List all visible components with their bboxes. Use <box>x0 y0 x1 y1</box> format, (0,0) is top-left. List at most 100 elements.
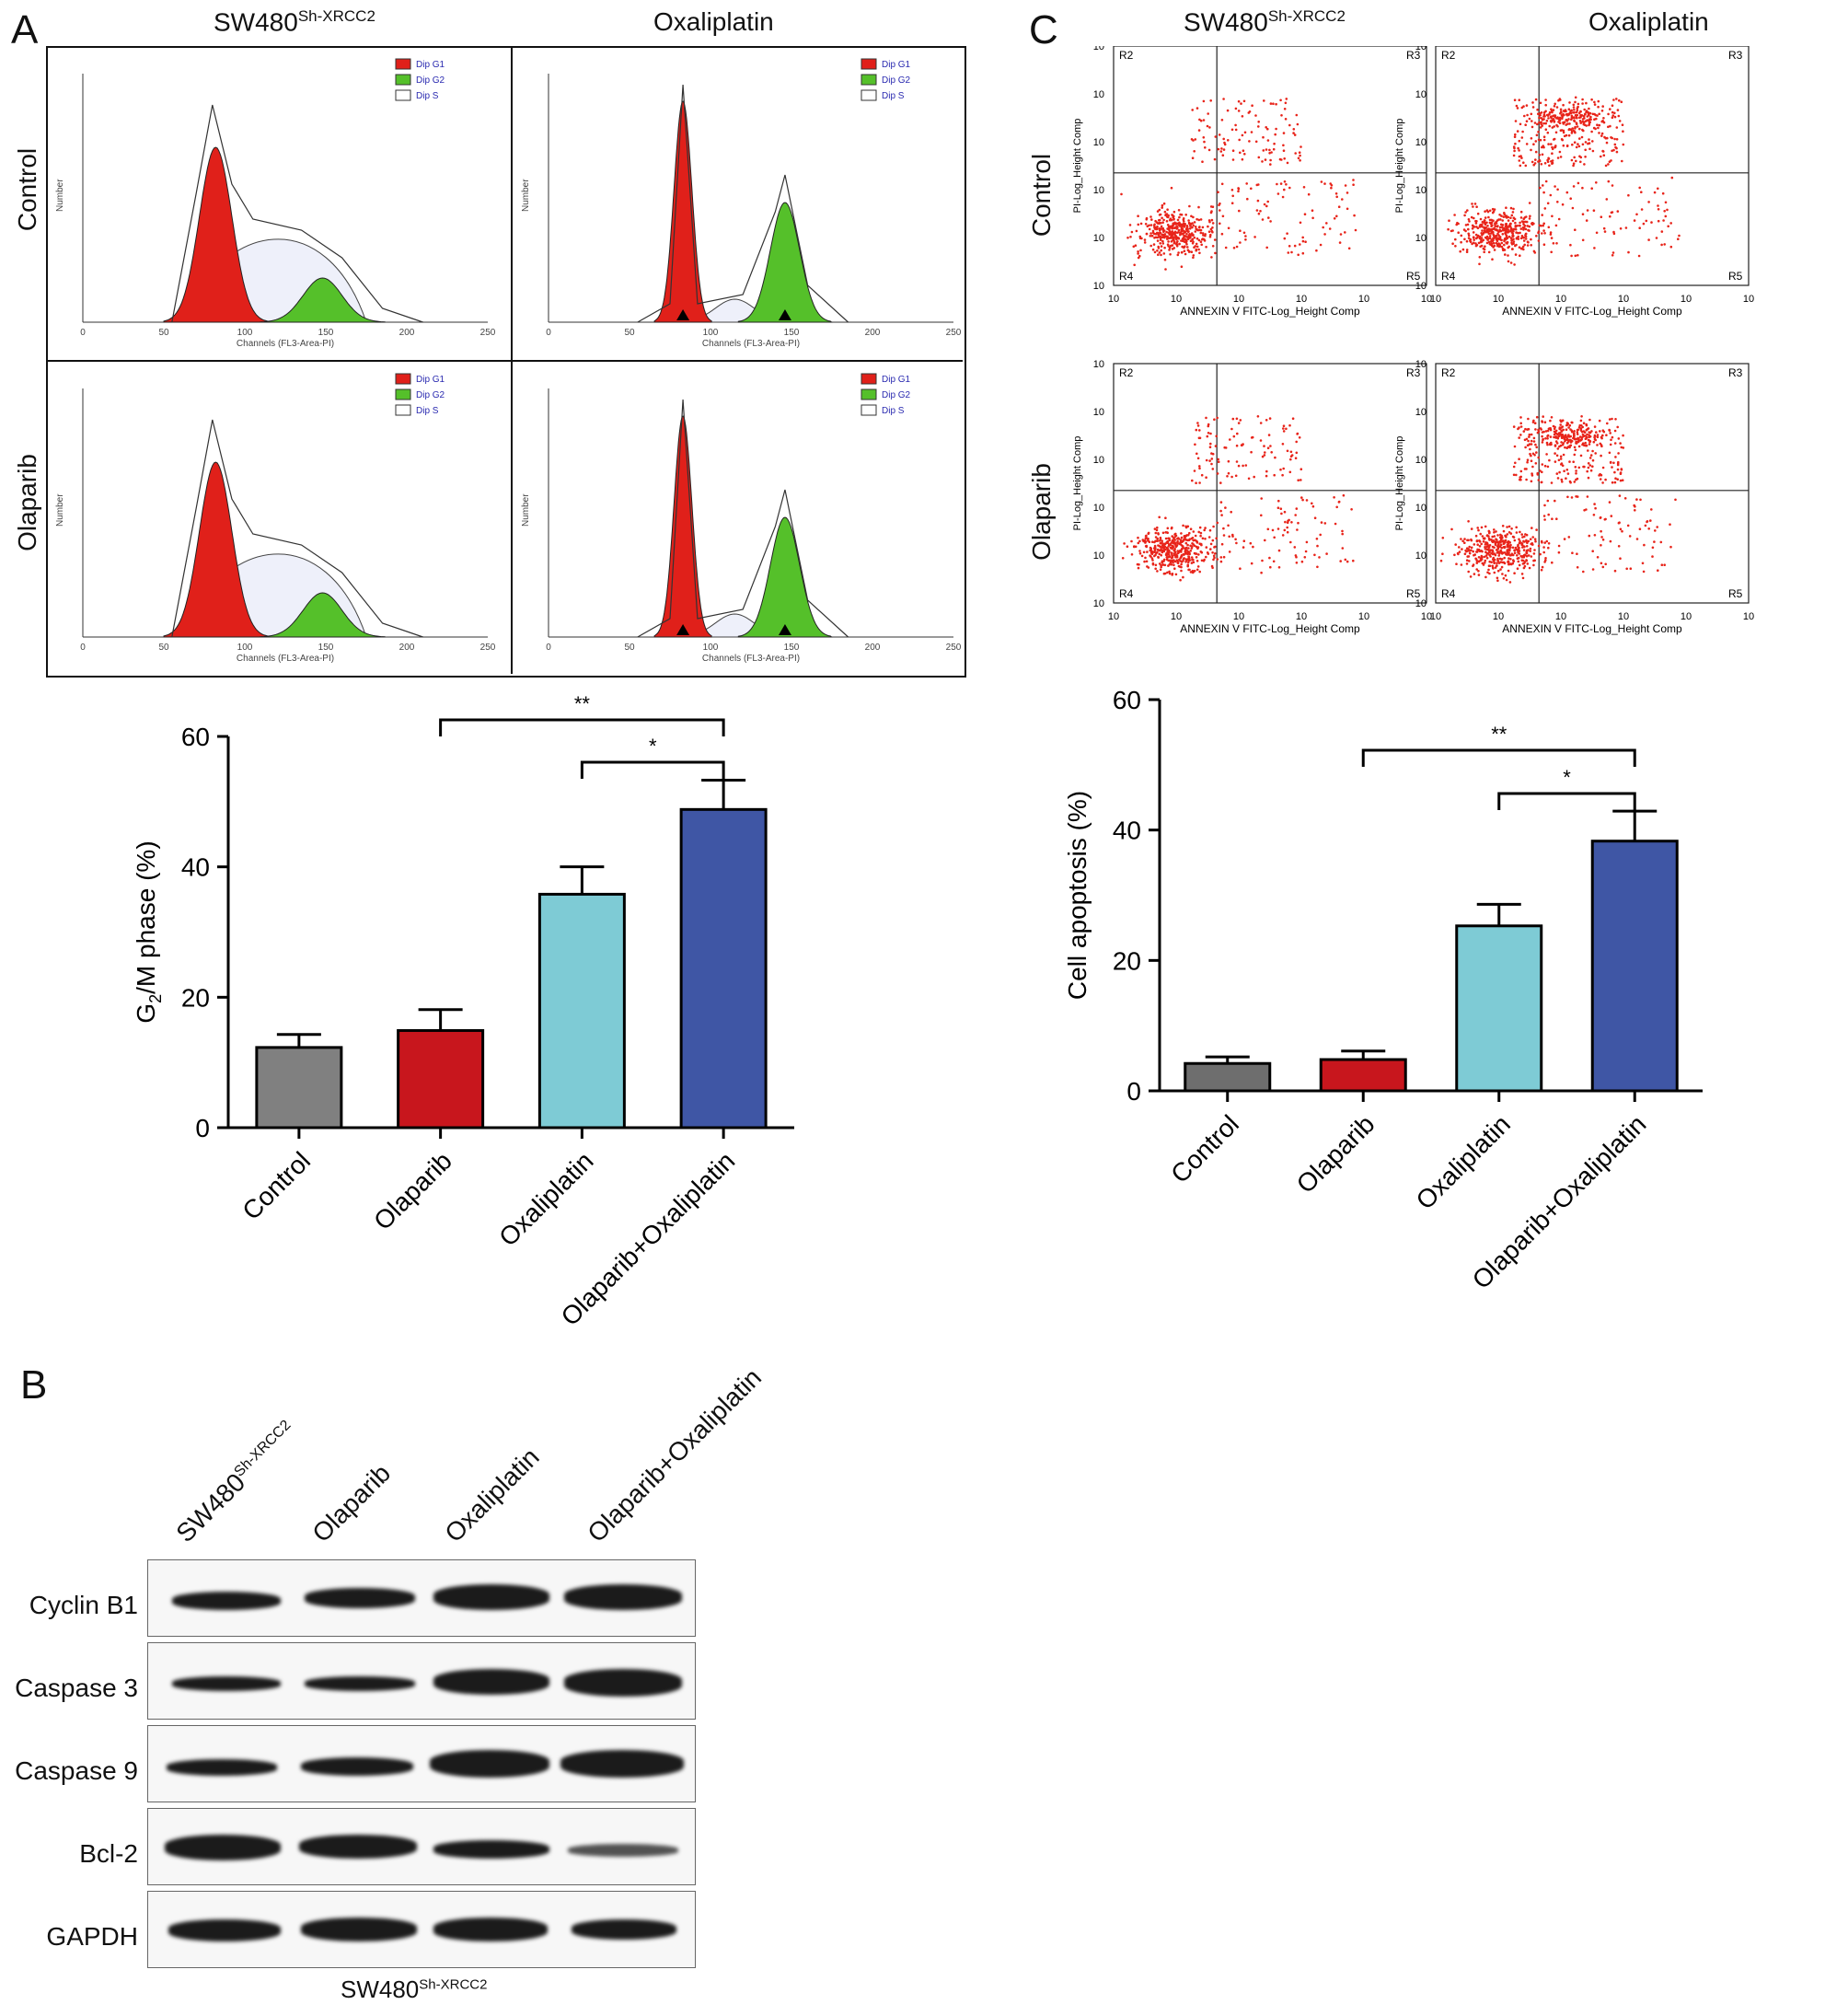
hist-xtick-label: 50 <box>624 643 635 653</box>
panel-c-letter: C <box>1029 7 1058 52</box>
hist-legend-label: Dip G2 <box>882 390 911 400</box>
flow-ytick-label: 10 <box>1415 598 1427 609</box>
panel-a-row1-label: Control <box>13 147 41 232</box>
flow-ytick-label: 10 <box>1093 46 1104 52</box>
hist-g1-peak <box>163 461 269 638</box>
flow-xtick-label: 10 <box>1743 294 1754 305</box>
flow-xtick-label: 10 <box>1233 294 1244 305</box>
apop-ytick-label: 40 <box>1113 817 1141 845</box>
flow-ytick-label: 10 <box>1093 359 1104 370</box>
hist-legend-swatch <box>395 89 411 101</box>
flow-ytick-label: 10 <box>1093 503 1104 514</box>
hist-legend-swatch <box>395 58 411 70</box>
apop-significance-bracket <box>1361 748 1636 767</box>
g2m-ytick-label: 20 <box>181 983 210 1012</box>
apop-ytick-label: 20 <box>1113 946 1141 975</box>
g2m-ylabel: G2/M phase (%) <box>132 840 165 1023</box>
flow-xtick-label: 10 <box>1493 294 1504 305</box>
flow-ytick-label: 10 <box>1415 233 1427 244</box>
flow-quad-label: R2 <box>1119 49 1134 62</box>
flow-xtick-label: 10 <box>1430 294 1441 305</box>
blot-strip-bcl-2 <box>147 1808 696 1885</box>
hist-g1-peak <box>653 415 712 638</box>
flow-ytick-label: 10 <box>1093 233 1104 244</box>
flow-ytick-label: 10 <box>1415 46 1427 52</box>
flow-plot-frame <box>1435 363 1750 604</box>
histogram-cell-3: 0 50 100 150 200 250 Channels (FL3-Area-PI) Num… <box>55 373 496 664</box>
g2m-bar-1 <box>255 1046 343 1130</box>
flow-xtick-label: 10 <box>1421 294 1432 305</box>
flow-xtick-label: 10 <box>1421 611 1432 622</box>
hist-xtick-label: 250 <box>480 643 496 653</box>
hist-legend-swatch <box>395 373 411 385</box>
panel-c-row1-label: Control <box>1027 153 1056 238</box>
hist-xtick-label: 200 <box>399 328 415 338</box>
hist-xtick-label: 0 <box>80 328 86 338</box>
hist-legend-swatch <box>861 89 877 101</box>
hist-xtick-label: 0 <box>546 643 551 653</box>
apop-ytick-label: 0 <box>1126 1077 1141 1106</box>
hist-legend-swatch <box>395 74 411 86</box>
panel-c-apoptosis-bar-chart: 0 20 40 60 Cell apoptosis (%) Control Olaparib… <box>1063 686 1703 1294</box>
hist-g2-marker-icon <box>778 624 791 635</box>
apop-significance-label: * <box>1563 766 1571 789</box>
flow-events <box>1447 96 1681 266</box>
flow-xtick-label: 10 <box>1681 611 1692 622</box>
flow-ylabel: PI-Log_Height Comp <box>1072 119 1083 214</box>
hist-xlabel: Channels (FL3-Area-PI) <box>237 654 334 664</box>
hist-xtick-label: 250 <box>946 328 962 338</box>
hist-raw-trace <box>637 84 849 323</box>
flow-xtick-label: 10 <box>1493 611 1504 622</box>
lane-title-3: Oxaliplatin <box>439 1442 545 1548</box>
hist-ylabel: Number <box>55 179 65 212</box>
blot-strip-cyclin-b1 <box>147 1559 696 1637</box>
hist-xlabel: Channels (FL3-Area-PI) <box>702 339 800 349</box>
flow-ytick-label: 10 <box>1415 185 1427 196</box>
flow-events <box>1120 98 1357 271</box>
hist-xlabel: Channels (FL3-Area-PI) <box>702 654 800 664</box>
hist-xtick-label: 150 <box>318 643 334 653</box>
flow-xtick-label: 10 <box>1358 294 1369 305</box>
flow-quad-label: R4 <box>1441 587 1456 600</box>
flow-quad-label: R3 <box>1728 49 1743 62</box>
flow-ytick-label: 10 <box>1093 598 1104 609</box>
flow-quad-label: R4 <box>1441 270 1456 283</box>
hist-legend-label: Dip S <box>882 406 905 416</box>
hist-g1-peak <box>653 100 712 323</box>
flow-xlabel: ANNEXIN V FITC-Log_Height Comp <box>1502 305 1682 318</box>
flow-xtick-label: 10 <box>1618 294 1629 305</box>
hist-xtick-label: 100 <box>703 328 719 338</box>
flow-xtick-label: 10 <box>1358 611 1369 622</box>
blot-strip-gapdh <box>147 1891 696 1968</box>
flow-plot-frame <box>1113 46 1427 286</box>
apop-bar-1 <box>1184 1061 1272 1093</box>
flow-xtick-label: 10 <box>1108 294 1119 305</box>
apop-bar-3 <box>1455 924 1543 1093</box>
apop-xtick-label: Control <box>1165 1109 1244 1188</box>
flow-ytick-label: 10 <box>1415 550 1427 562</box>
apop-significance-label: ** <box>1491 723 1507 746</box>
flow-ytick-label: 10 <box>1093 550 1104 562</box>
flow-xlabel: ANNEXIN V FITC-Log_Height Comp <box>1180 305 1360 318</box>
hist-legend-swatch <box>861 58 877 70</box>
flow-xtick-label: 10 <box>1108 611 1119 622</box>
apop-xtick-label: Oxaliplatin <box>1411 1109 1516 1214</box>
panel-c-col2-title: Oxaliplatin <box>1588 7 1709 36</box>
flow-xtick-label: 10 <box>1618 611 1629 622</box>
hist-g2-peak <box>737 202 834 323</box>
flow-quad-label: R2 <box>1119 366 1134 379</box>
flow-quad-label: R2 <box>1441 49 1456 62</box>
lane-title-1: SW480Sh-XRCC2 <box>170 1417 295 1548</box>
panel-c-row2-label: Olaparib <box>1027 463 1056 561</box>
flow-xlabel: ANNEXIN V FITC-Log_Height Comp <box>1180 622 1360 635</box>
hist-ylabel: Number <box>55 493 65 527</box>
panel-b-caption: SW480Sh-XRCC2 <box>341 1975 488 2003</box>
panel-a-g2m-bar-chart: 0 20 40 60 G2/M phase (%) Control Olaparib Oxal… <box>132 692 794 1331</box>
panel-c-col1-title: SW480Sh-XRCC2 <box>1184 7 1346 37</box>
flow-xtick-label: 10 <box>1296 294 1307 305</box>
hist-legend-label: Dip G1 <box>882 60 911 70</box>
g2m-ytick-label: 0 <box>195 1114 210 1142</box>
